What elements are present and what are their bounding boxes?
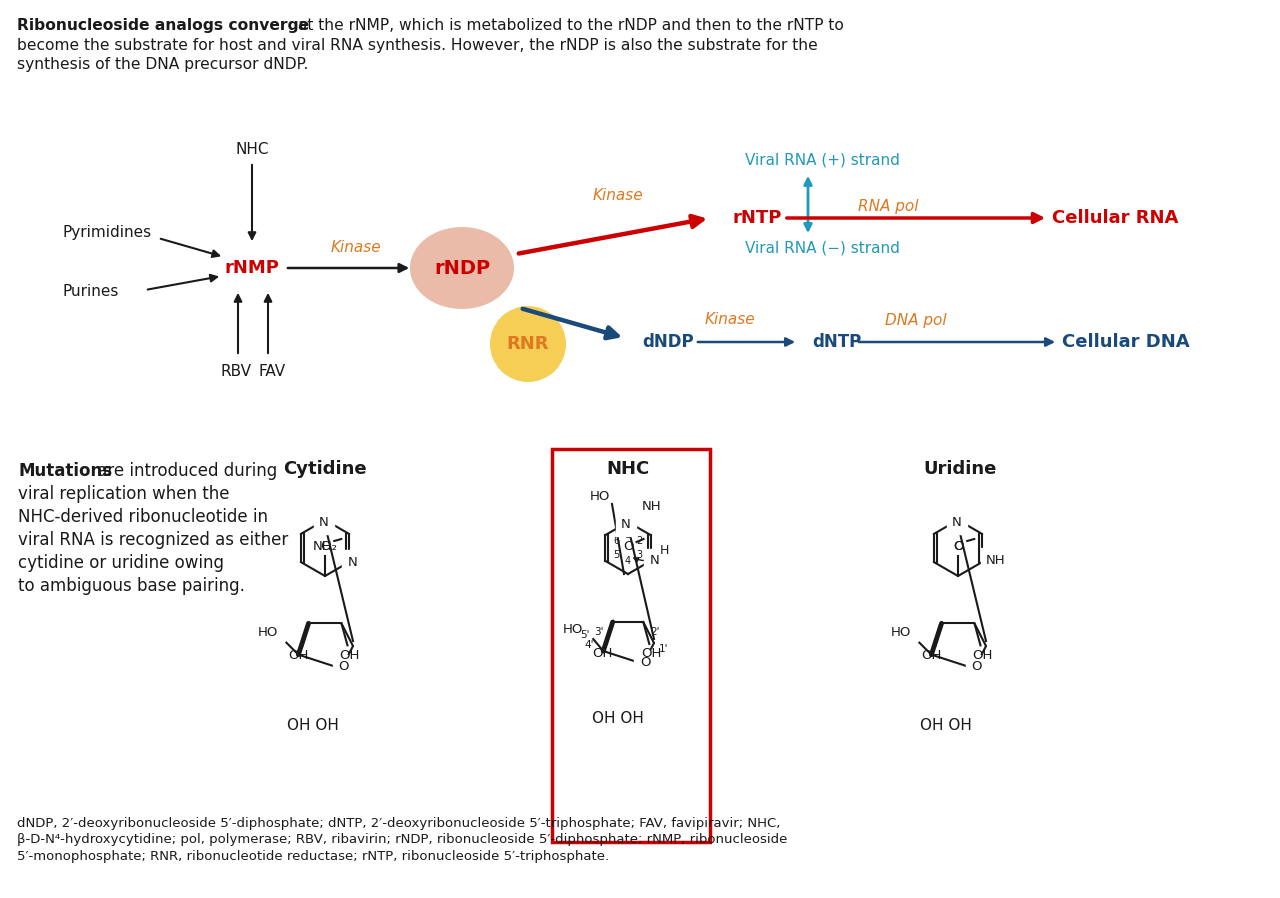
Text: O: O: [972, 660, 982, 674]
Text: to ambiguous base pairing.: to ambiguous base pairing.: [18, 577, 244, 595]
Text: Pyrimidines: Pyrimidines: [61, 224, 151, 240]
Text: O: O: [954, 540, 964, 552]
Text: H: H: [659, 544, 669, 558]
Text: 3': 3': [594, 627, 603, 637]
Text: OH: OH: [922, 649, 942, 662]
Text: rNDP: rNDP: [434, 259, 490, 277]
Text: Ribonucleoside analogs converge: Ribonucleoside analogs converge: [18, 18, 310, 33]
Text: 1': 1': [659, 644, 668, 654]
Text: HO: HO: [259, 626, 279, 639]
Text: dNDP, 2′-deoxyribonucleoside 5′-diphosphate; dNTP, 2′-deoxyribonucleoside 5′-tri: dNDP, 2′-deoxyribonucleoside 5′-diphosph…: [18, 817, 781, 830]
Text: OH: OH: [288, 649, 308, 662]
Text: cytidine or uridine owing: cytidine or uridine owing: [18, 554, 224, 572]
Text: at the rNMP, which is metabolized to the rNDP and then to the rNTP to: at the rNMP, which is metabolized to the…: [293, 18, 844, 33]
Text: O: O: [320, 540, 330, 552]
Text: OH OH: OH OH: [593, 711, 644, 726]
Text: NHC-derived ribonucleotide in: NHC-derived ribonucleotide in: [18, 508, 268, 526]
Text: N: N: [621, 517, 631, 531]
Text: Mutations: Mutations: [18, 462, 113, 480]
Text: dNTP: dNTP: [812, 333, 861, 351]
Text: NHC: NHC: [236, 143, 269, 157]
Text: N: N: [347, 556, 357, 568]
Text: Uridine: Uridine: [923, 460, 997, 478]
Text: Purines: Purines: [61, 285, 118, 300]
Text: NH₂: NH₂: [312, 540, 338, 552]
Text: OH OH: OH OH: [920, 718, 972, 733]
Text: synthesis of the DNA precursor dNDP.: synthesis of the DNA precursor dNDP.: [18, 57, 308, 73]
Text: FAV: FAV: [259, 365, 285, 380]
Text: NH: NH: [987, 553, 1006, 567]
Circle shape: [490, 306, 566, 382]
Text: Viral RNA (−) strand: Viral RNA (−) strand: [745, 241, 900, 256]
Text: OH: OH: [973, 649, 993, 662]
Text: Cellular DNA: Cellular DNA: [1062, 333, 1189, 351]
Text: 3: 3: [636, 550, 643, 559]
Text: N: N: [319, 515, 329, 529]
Text: rNMP: rNMP: [224, 259, 279, 277]
Text: β-D-N⁴-hydroxycytidine; pol, polymerase; RBV, ribavirin; rNDP, ribonucleoside 5′: β-D-N⁴-hydroxycytidine; pol, polymerase;…: [18, 833, 787, 846]
Text: NHC: NHC: [607, 460, 650, 478]
Text: Cytidine: Cytidine: [283, 460, 367, 478]
Text: Cellular RNA: Cellular RNA: [1052, 209, 1179, 227]
Text: N: N: [952, 515, 961, 529]
Text: 5′-monophosphate; RNR, ribonucleotide reductase; rNTP, ribonucleoside 5′-triphos: 5′-monophosphate; RNR, ribonucleotide re…: [18, 850, 609, 862]
Text: NH: NH: [643, 499, 662, 513]
Text: OH OH: OH OH: [287, 718, 339, 733]
Text: 2': 2': [650, 627, 660, 637]
Text: Viral RNA (+) strand: Viral RNA (+) strand: [745, 153, 900, 168]
Text: viral replication when the: viral replication when the: [18, 485, 229, 503]
Text: 4: 4: [625, 556, 631, 566]
Text: dNDP: dNDP: [643, 333, 694, 351]
Text: rNTP: rNTP: [732, 209, 781, 227]
Text: 2: 2: [636, 536, 643, 547]
Text: Kinase: Kinase: [705, 313, 755, 328]
Text: OH: OH: [339, 649, 360, 662]
Text: RBV: RBV: [220, 365, 251, 380]
Text: OH: OH: [641, 647, 662, 660]
Text: 5: 5: [613, 550, 620, 559]
Text: Kinase: Kinase: [593, 189, 644, 204]
Text: 4': 4': [585, 640, 594, 650]
Text: HO: HO: [563, 622, 584, 636]
Text: OH: OH: [593, 647, 613, 660]
Text: 6: 6: [613, 536, 620, 547]
Text: 1: 1: [625, 530, 631, 540]
Text: O: O: [952, 540, 964, 552]
Text: Kinase: Kinase: [330, 241, 381, 256]
Ellipse shape: [410, 227, 515, 309]
Text: viral RNA is recognized as either: viral RNA is recognized as either: [18, 531, 288, 549]
Text: HO: HO: [891, 626, 911, 639]
Text: become the substrate for host and viral RNA synthesis. However, the rNDP is also: become the substrate for host and viral …: [18, 38, 818, 53]
Text: O: O: [640, 656, 650, 668]
Text: O: O: [623, 541, 634, 553]
Text: 5': 5': [581, 630, 590, 640]
Text: are introduced during: are introduced during: [92, 462, 278, 480]
Text: RNR: RNR: [507, 335, 549, 353]
Text: HO: HO: [590, 489, 611, 503]
Text: N: N: [650, 554, 659, 568]
Text: O: O: [338, 660, 348, 674]
Text: RNA pol: RNA pol: [858, 199, 919, 215]
Text: DNA pol: DNA pol: [886, 313, 947, 328]
